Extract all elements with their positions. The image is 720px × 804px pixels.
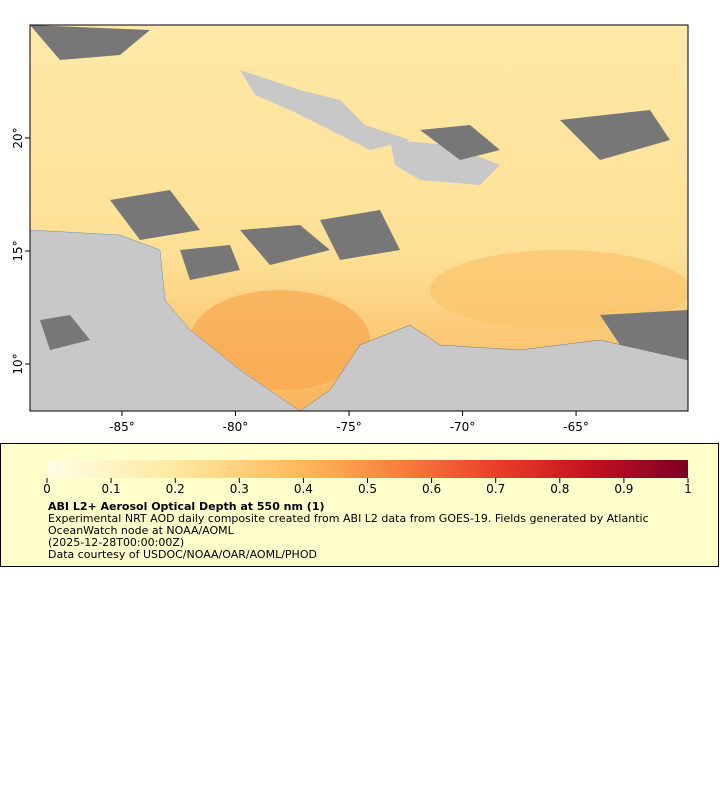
colorbar-tick-label: 0.1 <box>102 482 121 496</box>
x-tick-label: -70° <box>450 420 476 434</box>
colorbar-tick-label: 0.9 <box>614 482 633 496</box>
y-tick-label: 20° <box>11 127 25 148</box>
colorbar-tick-label: 0.5 <box>358 482 377 496</box>
legend-line: Data courtesy of USDOC/NOAA/OAR/AOML/PHO… <box>48 548 317 561</box>
legend-line: OceanWatch node at NOAA/AOML <box>48 524 235 537</box>
colorbar-tick-label: 0.8 <box>550 482 569 496</box>
legend-title: ABI L2+ Aerosol Optical Depth at 550 nm … <box>48 500 325 513</box>
colorbar <box>47 460 688 478</box>
colorbar-tick-label: 0.4 <box>294 482 313 496</box>
colorbar-tick-label: 0 <box>43 482 51 496</box>
legend-line: (2025-12-28T00:00:00Z) <box>48 536 184 549</box>
colorbar-tick-label: 1 <box>684 482 692 496</box>
y-tick-label: 10° <box>11 353 25 374</box>
map-image <box>30 25 688 411</box>
y-tick-label: 15° <box>11 240 25 261</box>
colorbar-tick-label: 0.2 <box>166 482 185 496</box>
legend-line: Experimental NRT AOD daily composite cre… <box>48 512 649 525</box>
colorbar-tick-label: 0.6 <box>422 482 441 496</box>
x-tick-label: -85° <box>109 420 135 434</box>
x-tick-label: -65° <box>563 420 589 434</box>
map-frame <box>29 24 689 412</box>
x-tick-label: -75° <box>336 420 362 434</box>
colorbar-tick-label: 0.3 <box>230 482 249 496</box>
x-tick-label: -80° <box>223 420 249 434</box>
colorbar-tick-label: 0.7 <box>486 482 505 496</box>
